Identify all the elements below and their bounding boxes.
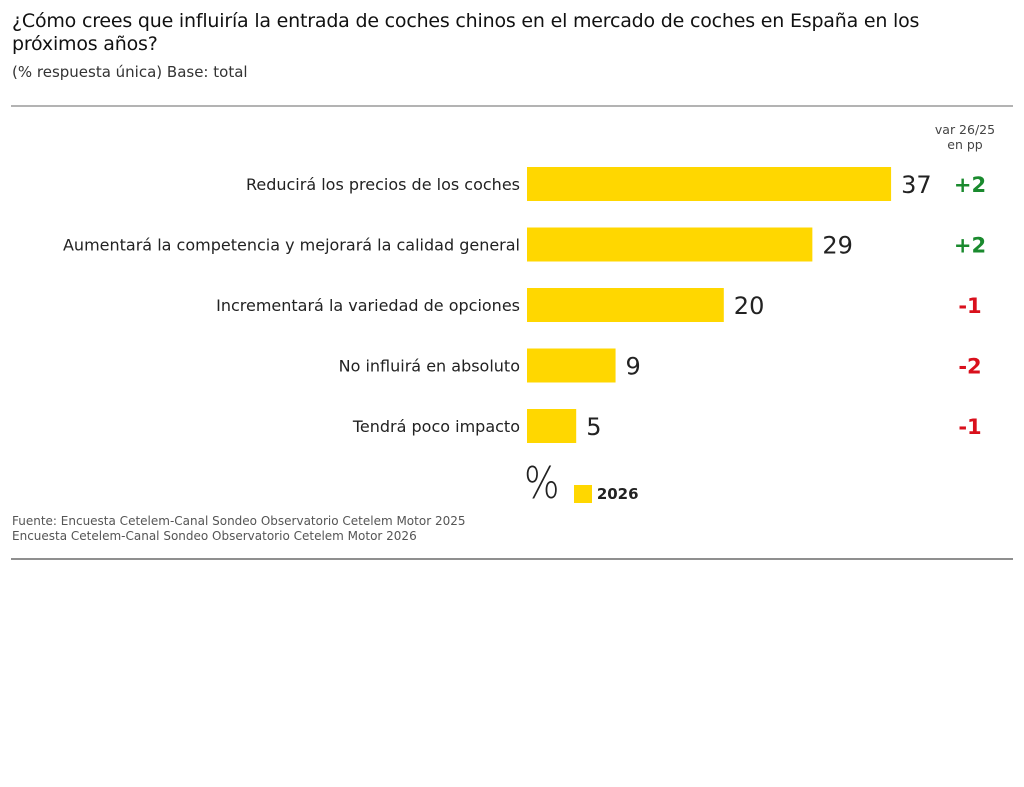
variation-header-line1: var 26/25: [934, 122, 996, 137]
variation-label: +2: [954, 234, 986, 258]
variation-label: -2: [958, 355, 981, 379]
variation-column-header: var 26/25 en pp: [920, 122, 1010, 152]
bottom-divider: [11, 558, 1013, 560]
bar: [527, 288, 724, 322]
variation-header-line2: en pp: [947, 137, 983, 152]
chart-title: ¿Cómo crees que influiría la entrada de …: [12, 10, 920, 55]
legend-label-2026: 2026: [596, 485, 639, 503]
value-label: 5: [586, 413, 601, 441]
chart-subtitle: (% respuesta única) Base: total: [12, 63, 248, 81]
legend: % 2026: [524, 456, 639, 512]
variation-label: -1: [958, 415, 981, 439]
category-label: Tendrá poco impacto: [352, 417, 520, 436]
bar: [527, 167, 892, 201]
value-label: 29: [822, 232, 853, 260]
value-label: 20: [734, 292, 765, 320]
source-note: Fuente: Encuesta Cetelem-Canal Sondeo Ob…: [12, 514, 466, 544]
bar: [527, 409, 577, 443]
category-label: Incrementará la variedad de opciones: [216, 296, 520, 315]
legend-swatch-2026: [573, 485, 592, 503]
percent-unit-symbol: %: [524, 458, 560, 509]
top-divider: [11, 105, 1013, 107]
value-label: 37: [901, 171, 932, 199]
category-label: Reducirá los precios de los coches: [246, 175, 520, 194]
category-label: No influirá en absoluto: [339, 357, 520, 376]
source-line-1: Fuente: Encuesta Cetelem-Canal Sondeo Ob…: [12, 514, 466, 528]
value-label: 9: [626, 353, 641, 381]
bar: [527, 227, 813, 262]
category-label: Aumentará la competencia y mejorará la c…: [63, 236, 520, 255]
variation-label: -1: [958, 294, 981, 318]
variation-label: +2: [954, 173, 986, 197]
source-line-2: Encuesta Cetelem-Canal Sondeo Observator…: [12, 529, 417, 543]
bar: [527, 348, 616, 383]
